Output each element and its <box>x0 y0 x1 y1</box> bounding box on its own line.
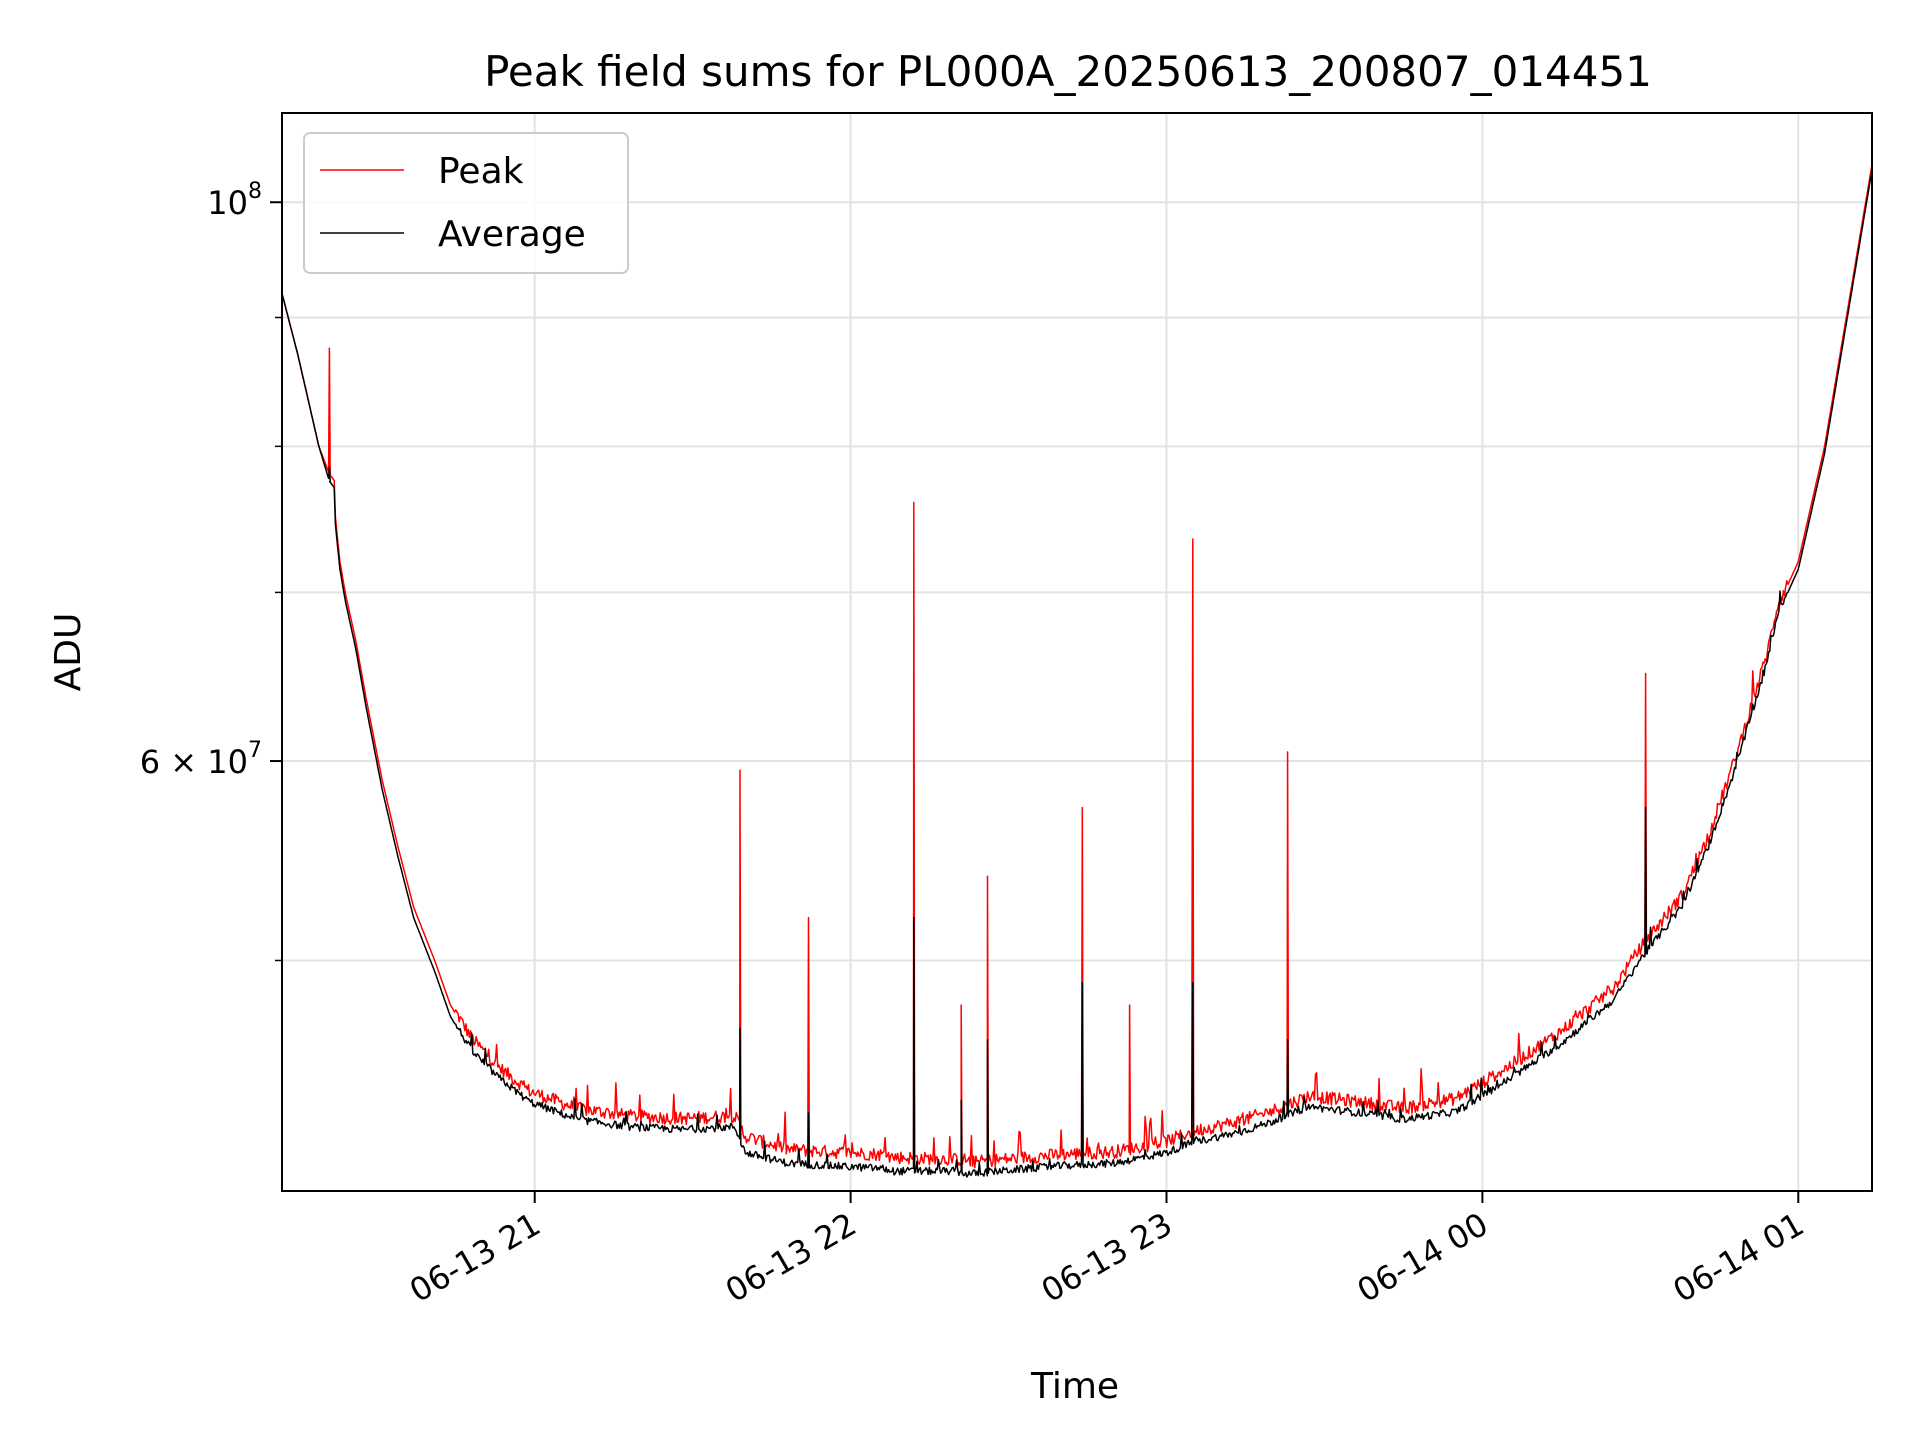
x-axis-label: Time <box>1030 1366 1119 1407</box>
series-line-average <box>281 169 1873 1178</box>
legend: Peak Average <box>303 132 629 274</box>
y-axis-label: ADU <box>48 613 89 692</box>
legend-box <box>303 132 629 274</box>
legend-peak-label: Peak <box>438 151 524 192</box>
series-line-peak <box>281 164 1873 1169</box>
series-group <box>281 164 1873 1178</box>
plot-frame <box>281 112 1873 1192</box>
legend-average-label: Average <box>438 214 586 255</box>
chart-title: Peak field sums for PL000A_20250613_2008… <box>484 47 1652 96</box>
y-tick-label: 6 × 107 <box>140 738 262 781</box>
y-tick-label: 108 <box>207 179 262 222</box>
